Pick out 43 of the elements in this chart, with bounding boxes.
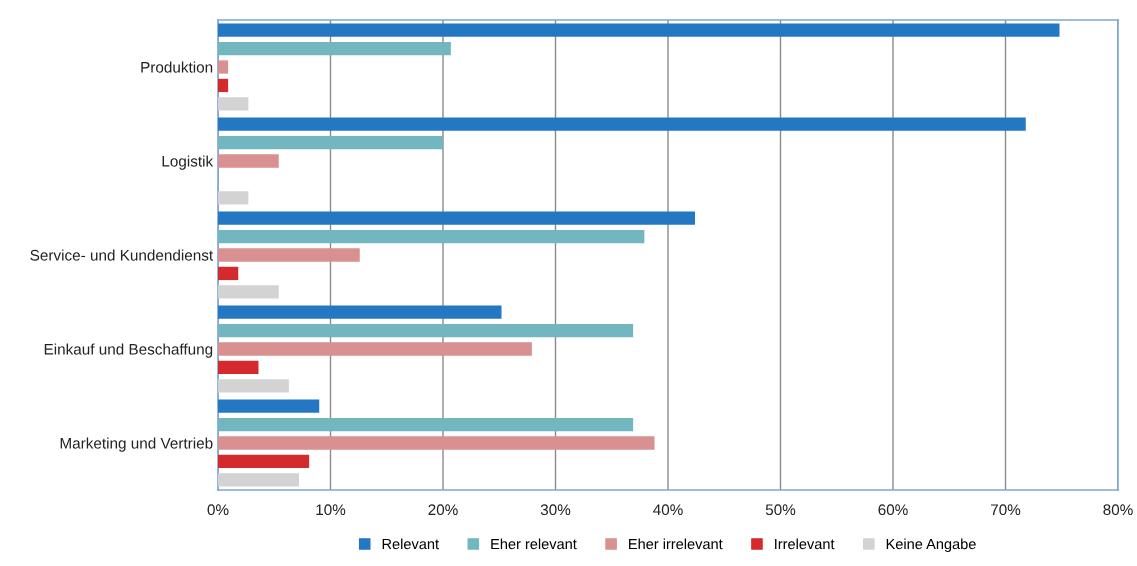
bar [218,23,1060,37]
legend-label: Eher relevant [491,538,577,550]
bar [218,417,634,432]
x-tick-label: 30% [540,504,571,516]
legend-label: Eher irrelevant [629,538,723,550]
bar [218,285,279,299]
legend-label: Irrelevant [775,538,835,550]
x-tick-label: 80% [1103,504,1133,516]
bar [218,191,249,205]
bar [218,399,320,413]
bar [218,135,443,150]
bar [218,266,239,281]
x-tick-label: 50% [765,504,796,516]
legend-label: Relevant [382,538,439,550]
bar [218,342,532,356]
bar [218,154,279,168]
bar [218,211,695,225]
y-tick-label: Service- und Kundendienst [30,249,214,261]
bar [218,323,634,338]
bar [218,379,289,393]
x-tick-label: 60% [878,504,908,516]
x-tick-label: 40% [653,504,683,516]
x-tick-label: 70% [990,504,1021,516]
bar [218,305,502,319]
y-tick-label: Einkauf und Beschaffung [44,343,213,358]
x-tick-label: 10% [316,504,346,516]
y-tick-label: Marketing und Vertrieb [60,437,213,452]
x-tick-label: 20% [428,504,458,516]
bar [218,117,1026,131]
y-tick-label: Logistik [162,155,214,170]
bar [218,41,451,56]
legend-label: Keine Angabe [886,538,976,553]
bar [218,60,229,74]
bar [218,248,360,262]
bar [218,360,259,375]
bar [218,78,229,93]
x-tick-label: 0% [207,504,229,516]
bar [218,229,645,244]
y-tick-label: Produktion [141,61,213,73]
bar [218,473,299,487]
bar [218,97,249,111]
bar [218,436,655,450]
bar [218,454,310,469]
